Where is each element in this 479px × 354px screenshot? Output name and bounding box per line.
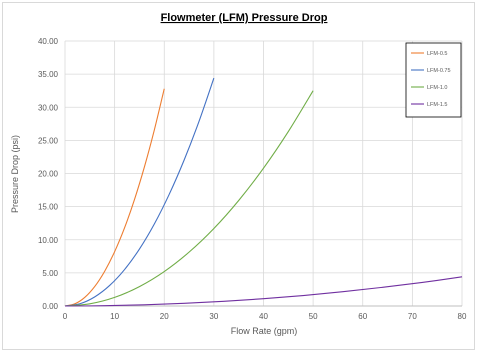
x-tick-label: 60 <box>358 312 367 321</box>
x-axis-ticks: 0 10 20 30 40 50 60 70 80 <box>63 312 467 321</box>
x-tick-label: 80 <box>458 312 467 321</box>
y-axis-label: Pressure Drop (psi) <box>10 135 20 213</box>
chart-frame <box>2 2 475 350</box>
series-line-lfm-0-75 <box>64 77 215 307</box>
legend-box <box>405 42 462 118</box>
x-tick-label: 40 <box>259 312 268 321</box>
legend-entry: LFM-1.0 <box>427 85 447 91</box>
y-tick-label: 10.00 <box>38 236 59 245</box>
y-tick-label: 5.00 <box>42 269 58 278</box>
series-line-lfm-1-5 <box>64 276 463 307</box>
y-tick-label: 30.00 <box>38 103 59 112</box>
series-lines <box>64 77 463 307</box>
legend-entry: LFM-1.5 <box>427 102 447 108</box>
series-line-lfm-0-5 <box>64 88 165 307</box>
grid-lines <box>64 40 463 307</box>
y-tick-label: 15.00 <box>38 203 59 212</box>
x-tick-label: 10 <box>110 312 119 321</box>
x-tick-label: 50 <box>309 312 318 321</box>
y-tick-label: 35.00 <box>38 70 59 79</box>
x-tick-label: 70 <box>408 312 417 321</box>
x-tick-label: 30 <box>209 312 218 321</box>
y-axis-ticks: 0.00 5.00 10.00 15.00 20.00 25.00 30.00 35.00 40… <box>38 37 59 311</box>
series-line-lfm-1-0 <box>64 90 314 307</box>
y-tick-label: 20.00 <box>38 170 59 179</box>
legend: LFM-0.5 LFM-0.75 LFM-1.0 LFM-1.5 <box>405 42 462 118</box>
y-tick-label: 40.00 <box>38 37 59 46</box>
x-tick-label: 0 <box>63 312 68 321</box>
legend-entry: LFM-0.5 <box>427 51 447 57</box>
y-tick-label: 0.00 <box>42 302 58 311</box>
x-tick-label: 20 <box>160 312 169 321</box>
y-tick-label: 25.00 <box>38 136 59 145</box>
chart-title: Flowmeter (LFM) Pressure Drop <box>161 12 328 24</box>
legend-entry: LFM-0.75 <box>427 68 451 74</box>
x-axis-label: Flow Rate (gpm) <box>231 326 298 336</box>
